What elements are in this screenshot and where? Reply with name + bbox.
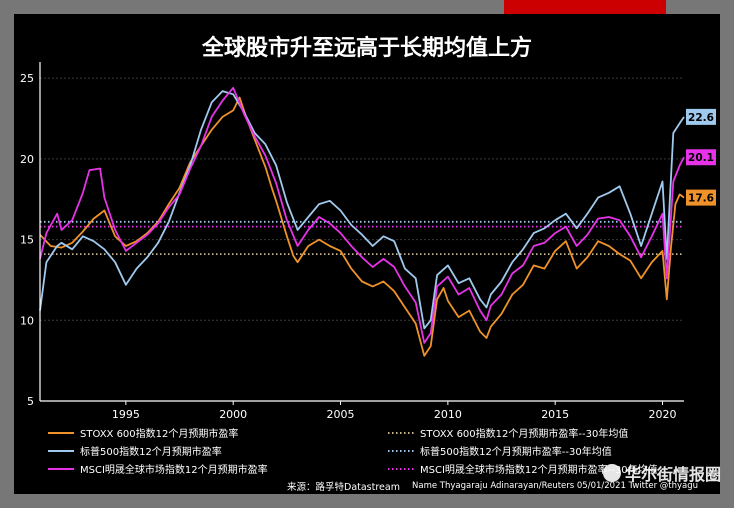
end-label-box xyxy=(686,108,716,125)
axes: 5 10 15 20 25 1995 2000 2005 2010 2015 2020 xyxy=(20,62,684,421)
series-line xyxy=(39,96,685,357)
end-value-label: 20.1 xyxy=(688,152,714,164)
watermark-logo-icon xyxy=(603,464,621,482)
legend-label: 标普500指数12个月预期市盈率--30年均值 xyxy=(420,445,612,458)
x-tick-label: 1995 xyxy=(112,408,140,421)
y-tick-label: 25 xyxy=(20,72,34,85)
source-note: 来源：路孚特Datastream xyxy=(287,481,400,493)
chart-title: 全球股市升至远高于长期均值上方 xyxy=(201,35,532,61)
end-label-box xyxy=(686,189,716,206)
legend-label: STOXX 600指数12个月预期市盈率 xyxy=(80,427,238,440)
x-tick-label: 2000 xyxy=(219,408,247,421)
top-accent-bar xyxy=(504,0,666,14)
watermark: 华尔街情报圈 xyxy=(603,464,721,484)
series-line xyxy=(39,86,685,344)
series-lines xyxy=(39,86,685,357)
y-tick-label: 5 xyxy=(27,395,34,408)
legend-label: STOXX 600指数12个月预期市盈率--30年均值 xyxy=(420,427,628,440)
x-tick-label: 2015 xyxy=(541,408,569,421)
chart-frame xyxy=(14,14,720,494)
footer: 来源：路孚特Datastream Name Thyagaraju Adinara… xyxy=(287,481,698,493)
grid xyxy=(40,77,684,402)
y-tick-label: 10 xyxy=(20,314,34,327)
y-tick-label: 15 xyxy=(20,234,34,247)
end-labels: 17.6 22.6 20.1 xyxy=(686,108,716,206)
series-line xyxy=(39,90,685,330)
average-lines xyxy=(40,220,684,256)
x-tick-label: 2010 xyxy=(434,408,462,421)
credit-note: Name Thyagaraju Adinarayan/Reuters 05/01… xyxy=(412,481,698,491)
legend-label: MSCI明晟全球市场指数12个月预期市盈率 xyxy=(80,463,268,476)
x-tick-label: 2005 xyxy=(327,408,355,421)
end-label-box xyxy=(686,149,716,166)
end-value-label: 17.6 xyxy=(688,193,714,205)
y-tick-label: 20 xyxy=(20,153,34,166)
watermark-text: 华尔街情报圈 xyxy=(625,465,721,484)
end-value-label: 22.6 xyxy=(688,112,714,124)
legend-label: 标普500指数12个月预期市盈率 xyxy=(80,445,222,458)
x-tick-label: 2020 xyxy=(649,408,677,421)
legend-label: MSCI明晟全球市场指数12个月预期市盈率--30年均值 xyxy=(420,463,658,476)
